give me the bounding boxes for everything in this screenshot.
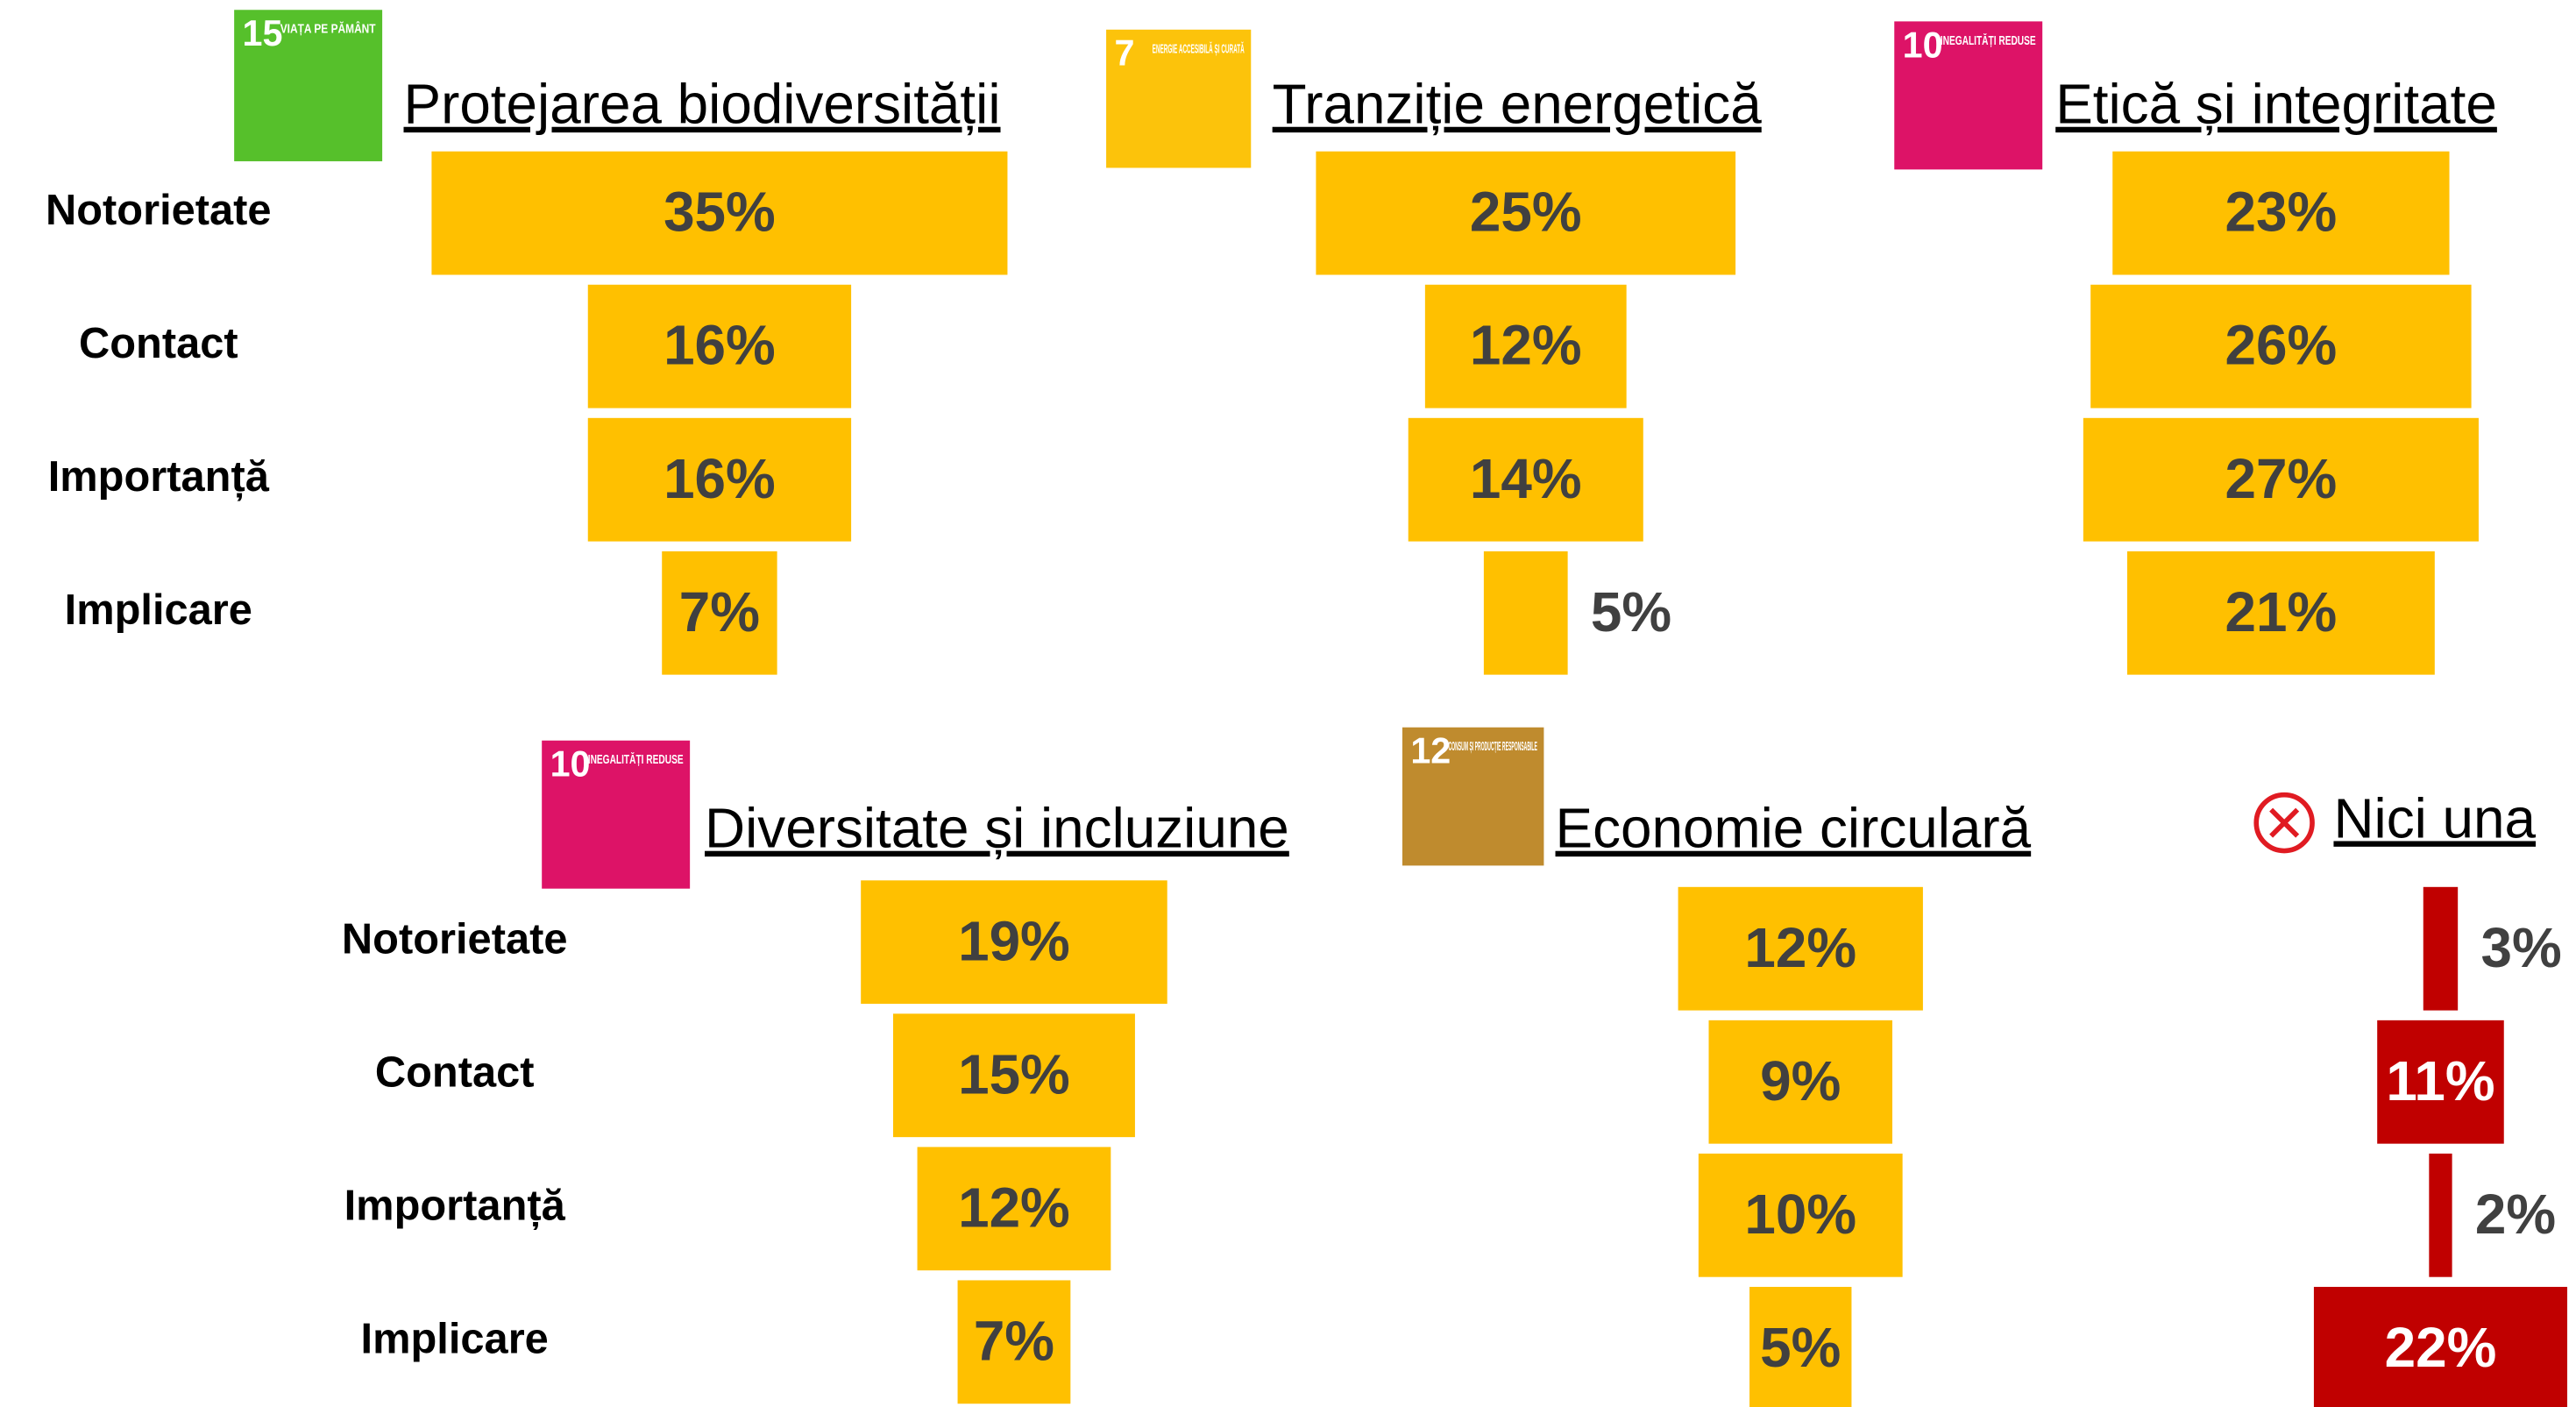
sdg-icon-number: 7 xyxy=(1114,33,1134,74)
funnel-bar xyxy=(917,1147,1111,1271)
value-label: 10% xyxy=(1744,1183,1856,1246)
chart-title: Etică și integritate xyxy=(2055,73,2497,136)
funnel-bar xyxy=(2313,1286,2568,1407)
value-label: 12% xyxy=(1470,314,1582,377)
value-label: 5% xyxy=(1760,1316,1841,1379)
category-label: Contact xyxy=(375,1049,535,1097)
funnel-bar xyxy=(662,551,777,675)
value-label: 9% xyxy=(1760,1049,1841,1112)
funnel-bar xyxy=(587,417,852,542)
value-label: 16% xyxy=(664,314,776,377)
funnel-bar xyxy=(2090,284,2472,409)
chart-title: Nici una xyxy=(2333,786,2536,849)
funnel-bar xyxy=(957,1280,1071,1404)
funnel-bar xyxy=(1424,284,1627,409)
value-label: 14% xyxy=(1470,447,1582,510)
sdg-icon-text: ENERGIE ACCESIBILĂ ȘI CURATĂ xyxy=(1153,41,1245,56)
sdg-icon-text: CONSUM ȘI PRODUCȚIE RESPONSABILE xyxy=(1449,739,1537,754)
value-label: 12% xyxy=(1744,916,1856,979)
value-label: 5% xyxy=(1591,580,1671,643)
chart-title: Diversitate și incluziune xyxy=(705,797,1289,860)
sdg-icon-number: 12 xyxy=(1410,731,1451,771)
funnel-bar xyxy=(892,1013,1135,1138)
value-label: 21% xyxy=(2225,580,2338,643)
value-label: 26% xyxy=(2225,314,2338,377)
funnel-bar xyxy=(2126,551,2435,675)
funnel-bar xyxy=(2423,886,2459,1011)
category-label: Implicare xyxy=(65,586,252,634)
chart-title: Economie circulară xyxy=(1556,797,2032,860)
sdg-icon-text: VIAȚA PE PĂMÂNT xyxy=(280,21,376,37)
funnel-bar xyxy=(2429,1153,2452,1277)
funnel-bar xyxy=(1483,551,1568,675)
value-label: 25% xyxy=(1470,181,1582,244)
funnel-bar xyxy=(587,284,852,409)
category-label: Implicare xyxy=(361,1316,549,1363)
funnel-bar xyxy=(431,151,1008,275)
funnel-bar xyxy=(2112,151,2450,275)
funnel-bar xyxy=(2083,417,2479,542)
value-label: 3% xyxy=(2480,916,2561,979)
value-label: 7% xyxy=(974,1309,1054,1372)
none-icon xyxy=(2253,792,2315,854)
sdg-icon xyxy=(234,10,383,161)
sdg-icon-text: INEGALITĂȚI REDUSE xyxy=(588,752,684,767)
value-label: 12% xyxy=(958,1176,1070,1239)
sdg-icon xyxy=(542,740,691,889)
category-label: Notorietate xyxy=(342,916,568,963)
value-label: 22% xyxy=(2385,1316,2497,1379)
funnel-bar xyxy=(1678,886,1923,1011)
chart-title: Protejarea biodiversității xyxy=(404,73,1001,136)
value-label: 23% xyxy=(2225,181,2338,244)
funnel-bar xyxy=(1408,417,1643,542)
value-label: 27% xyxy=(2225,447,2338,510)
funnel-bar xyxy=(2377,1020,2504,1144)
value-label: 16% xyxy=(664,447,776,510)
sdg-icon xyxy=(1894,21,2043,170)
value-label: 11% xyxy=(2386,1049,2494,1112)
value-label: 2% xyxy=(2475,1183,2556,1246)
value-label: 7% xyxy=(679,580,760,643)
funnel-bar xyxy=(1749,1286,1852,1407)
sdg-icon xyxy=(1402,727,1544,866)
category-label: Importanță xyxy=(344,1183,566,1230)
value-label: 35% xyxy=(664,181,776,244)
funnel-bar xyxy=(861,880,1167,1005)
sdg-icon-number: 10 xyxy=(1903,25,1943,65)
sdg-icon-text: INEGALITĂȚI REDUSE xyxy=(1941,33,2036,48)
category-label: Contact xyxy=(79,320,238,367)
value-label: 15% xyxy=(958,1042,1070,1105)
chart-title: Tranziție energetică xyxy=(1273,73,1763,136)
category-label: Importanță xyxy=(48,453,270,501)
funnel-bar xyxy=(1698,1153,1903,1277)
sdg-icon-number: 10 xyxy=(550,744,591,785)
funnel-bar xyxy=(1316,151,1736,275)
sdg-icon xyxy=(1106,29,1252,168)
category-label: Notorietate xyxy=(46,187,272,234)
funnel-bar xyxy=(1708,1020,1892,1144)
sdg-icon-number: 15 xyxy=(243,13,283,53)
value-label: 19% xyxy=(958,909,1070,972)
